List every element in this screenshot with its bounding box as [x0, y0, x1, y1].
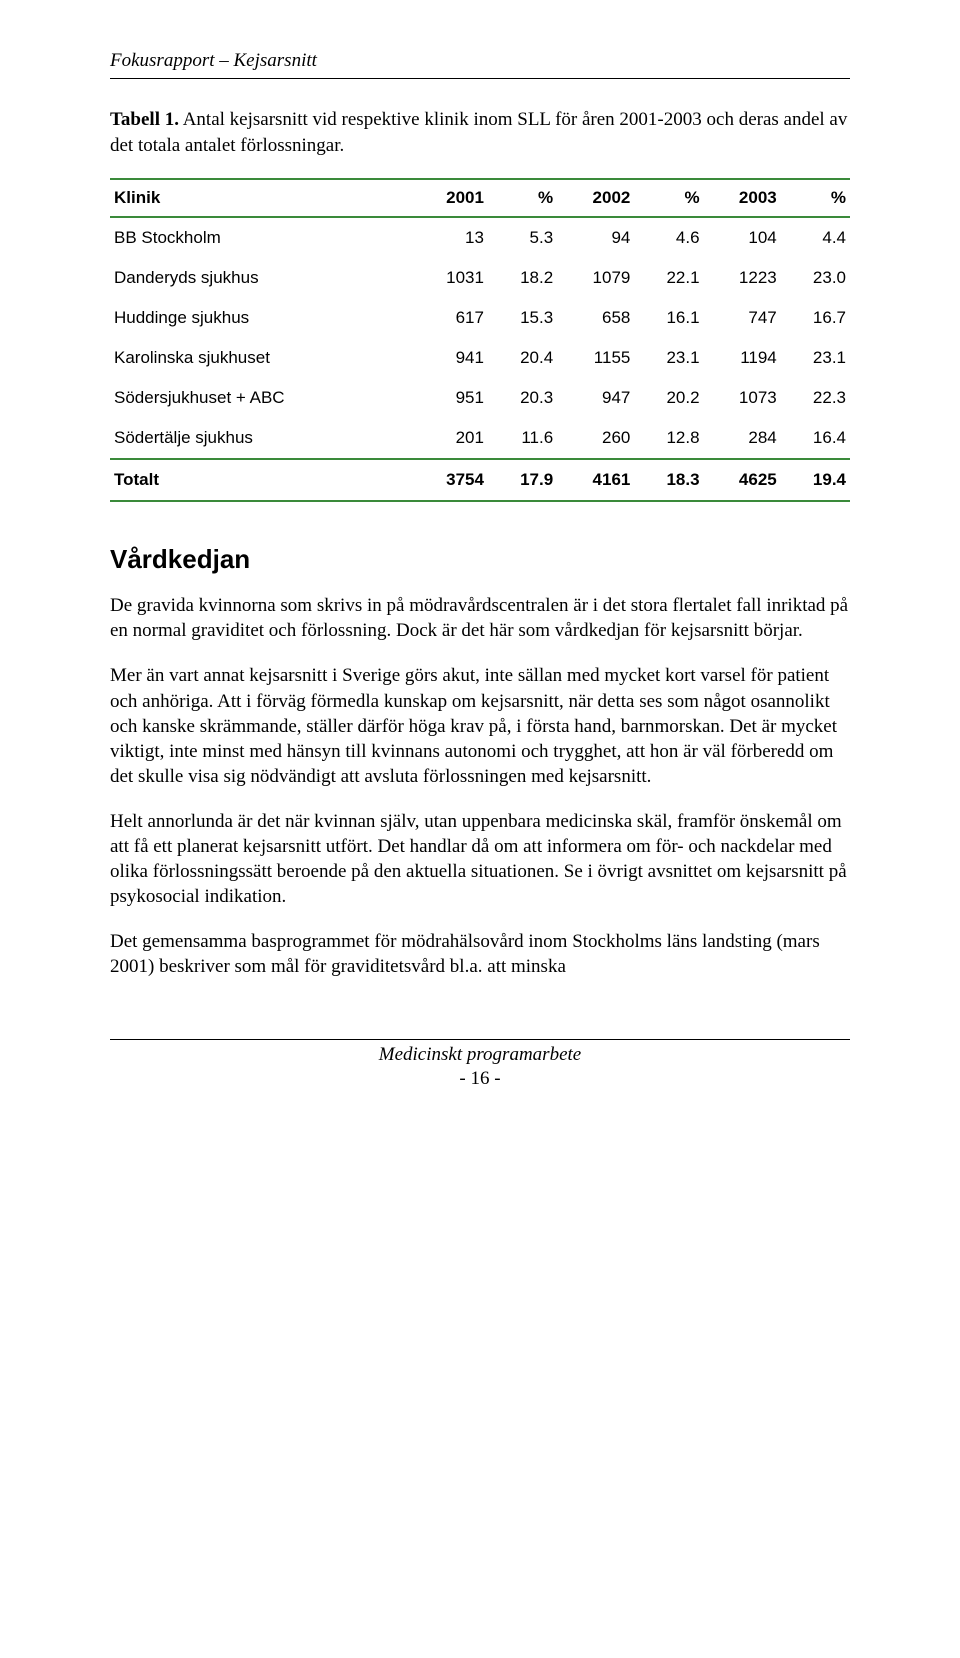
col-klinik: Klinik — [110, 179, 411, 217]
row-value: 1223 — [704, 258, 781, 298]
row-value: 1155 — [557, 338, 634, 378]
row-value: 951 — [411, 378, 488, 418]
row-value: 23.0 — [781, 258, 850, 298]
row-value: 13 — [411, 217, 488, 258]
col-pct-2001: % — [488, 179, 557, 217]
col-2001: 2001 — [411, 179, 488, 217]
row-value: 747 — [704, 298, 781, 338]
body-paragraph: De gravida kvinnorna som skrivs in på mö… — [110, 593, 850, 643]
row-value: 284 — [704, 418, 781, 459]
row-value: 941 — [411, 338, 488, 378]
row-value: 22.1 — [634, 258, 703, 298]
row-value: 16.7 — [781, 298, 850, 338]
table-header-row: Klinik 2001 % 2002 % 2003 % — [110, 179, 850, 217]
row-value: 23.1 — [634, 338, 703, 378]
total-value: 19.4 — [781, 459, 850, 501]
row-value: 201 — [411, 418, 488, 459]
row-value: 12.8 — [634, 418, 703, 459]
row-label: Karolinska sjukhuset — [110, 338, 411, 378]
row-label: Danderyds sjukhus — [110, 258, 411, 298]
row-value: 1079 — [557, 258, 634, 298]
row-value: 1073 — [704, 378, 781, 418]
table-row: Södertälje sjukhus20111.626012.828416.4 — [110, 418, 850, 459]
table-total-row: Totalt375417.9416118.3462519.4 — [110, 459, 850, 501]
row-value: 18.2 — [488, 258, 557, 298]
total-value: 3754 — [411, 459, 488, 501]
row-value: 94 — [557, 217, 634, 258]
row-value: 11.6 — [488, 418, 557, 459]
row-value: 1194 — [704, 338, 781, 378]
table-row: Södersjukhuset + ABC95120.394720.2107322… — [110, 378, 850, 418]
col-pct-2002: % — [634, 179, 703, 217]
table-row: BB Stockholm135.3944.61044.4 — [110, 217, 850, 258]
body-paragraph: Det gemensamma basprogrammet för mödrahä… — [110, 929, 850, 979]
report-header: Fokusrapport – Kejsarsnitt — [110, 50, 850, 79]
row-value: 16.4 — [781, 418, 850, 459]
row-value: 4.4 — [781, 217, 850, 258]
row-value: 23.1 — [781, 338, 850, 378]
col-2002: 2002 — [557, 179, 634, 217]
table-caption-rest: Antal kejsarsnitt vid respektive klinik … — [110, 109, 847, 156]
data-table: Klinik 2001 % 2002 % 2003 % BB Stockholm… — [110, 178, 850, 502]
table-row: Huddinge sjukhus61715.365816.174716.7 — [110, 298, 850, 338]
col-2003: 2003 — [704, 179, 781, 217]
row-label: Södersjukhuset + ABC — [110, 378, 411, 418]
total-label: Totalt — [110, 459, 411, 501]
row-label: Huddinge sjukhus — [110, 298, 411, 338]
table-caption: Tabell 1. Antal kejsarsnitt vid respekti… — [110, 107, 850, 158]
table-caption-bold: Tabell 1. — [110, 109, 179, 130]
section-heading: Vårdkedjan — [110, 544, 850, 575]
total-value: 17.9 — [488, 459, 557, 501]
row-value: 20.2 — [634, 378, 703, 418]
table-row: Danderyds sjukhus103118.2107922.1122323.… — [110, 258, 850, 298]
body-paragraph: Helt annorlunda är det när kvinnan själv… — [110, 809, 850, 909]
total-value: 4161 — [557, 459, 634, 501]
row-label: BB Stockholm — [110, 217, 411, 258]
row-value: 15.3 — [488, 298, 557, 338]
row-label: Södertälje sjukhus — [110, 418, 411, 459]
row-value: 104 — [704, 217, 781, 258]
row-value: 260 — [557, 418, 634, 459]
footer-page-number: - 16 - — [110, 1068, 850, 1090]
row-value: 947 — [557, 378, 634, 418]
row-value: 20.4 — [488, 338, 557, 378]
footer-title: Medicinskt programarbete — [110, 1039, 850, 1066]
row-value: 20.3 — [488, 378, 557, 418]
page-footer: Medicinskt programarbete - 16 - — [110, 1039, 850, 1090]
total-value: 4625 — [704, 459, 781, 501]
row-value: 4.6 — [634, 217, 703, 258]
row-value: 1031 — [411, 258, 488, 298]
col-pct-2003: % — [781, 179, 850, 217]
row-value: 617 — [411, 298, 488, 338]
row-value: 22.3 — [781, 378, 850, 418]
table-row: Karolinska sjukhuset94120.4115523.111942… — [110, 338, 850, 378]
row-value: 5.3 — [488, 217, 557, 258]
body-paragraph: Mer än vart annat kejsarsnitt i Sverige … — [110, 663, 850, 788]
row-value: 658 — [557, 298, 634, 338]
row-value: 16.1 — [634, 298, 703, 338]
total-value: 18.3 — [634, 459, 703, 501]
